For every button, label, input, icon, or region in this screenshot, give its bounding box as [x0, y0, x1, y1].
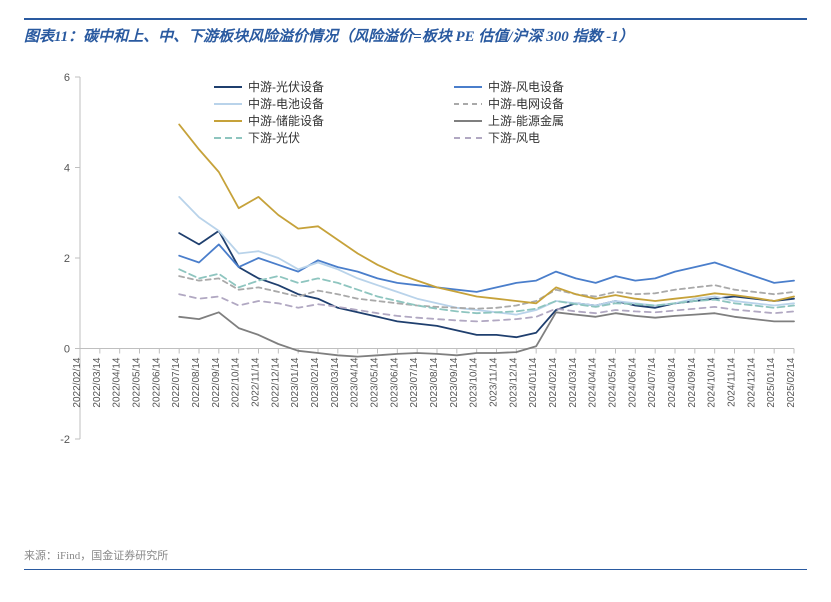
- title-row: 图表11：碳中和上、中、下游板块风险溢价情况（风险溢价=板块 PE 估值/沪深 …: [24, 18, 807, 49]
- svg-text:2022/09/14: 2022/09/14: [211, 357, 222, 407]
- svg-text:2024/02/14: 2024/02/14: [548, 357, 559, 407]
- line-chart: -2 0 2 4 6 2022/02/14 2022/03/14 2022/04/14 2022…: [24, 59, 804, 539]
- svg-text:2022/02/14: 2022/02/14: [72, 357, 83, 407]
- svg-text:2024/08/14: 2024/08/14: [667, 357, 678, 407]
- svg-text:2023/12/14: 2023/12/14: [508, 357, 519, 407]
- svg-text:中游-光伏设备: 中游-光伏设备: [248, 79, 324, 94]
- svg-text:2025/01/14: 2025/01/14: [766, 357, 777, 407]
- svg-text:上游-能源金属: 上游-能源金属: [488, 113, 564, 128]
- svg-text:2022/10/14: 2022/10/14: [231, 357, 242, 407]
- svg-text:2024/09/14: 2024/09/14: [687, 357, 698, 407]
- svg-text:中游-风电设备: 中游-风电设备: [488, 79, 564, 94]
- svg-text:2023/07/14: 2023/07/14: [409, 357, 420, 407]
- svg-text:下游-风电: 下游-风电: [488, 131, 540, 145]
- svg-text:2022/05/14: 2022/05/14: [132, 357, 143, 407]
- svg-text:2024/06/14: 2024/06/14: [627, 357, 638, 407]
- svg-text:2024/03/14: 2024/03/14: [568, 357, 579, 407]
- svg-text:2023/05/14: 2023/05/14: [370, 357, 381, 407]
- svg-text:2022/04/14: 2022/04/14: [112, 357, 123, 407]
- svg-text:2025/02/14: 2025/02/14: [786, 357, 797, 407]
- svg-text:中游-储能设备: 中游-储能设备: [248, 113, 324, 128]
- svg-text:2024/07/14: 2024/07/14: [647, 357, 658, 407]
- svg-text:2022/07/14: 2022/07/14: [171, 357, 182, 407]
- svg-text:2023/11/14: 2023/11/14: [489, 357, 500, 407]
- svg-text:2022/03/14: 2022/03/14: [92, 357, 103, 407]
- svg-text:下游-光伏: 下游-光伏: [248, 131, 300, 145]
- svg-text:6: 6: [64, 72, 70, 84]
- svg-text:中游-电网设备: 中游-电网设备: [488, 96, 564, 111]
- svg-text:2023/04/14: 2023/04/14: [350, 357, 361, 407]
- bottom-rule: [24, 569, 807, 570]
- svg-text:2: 2: [64, 253, 70, 265]
- svg-text:2022/08/14: 2022/08/14: [191, 357, 202, 407]
- svg-text:2023/03/14: 2023/03/14: [330, 357, 341, 407]
- svg-text:2024/05/14: 2024/05/14: [608, 357, 619, 407]
- svg-text:2023/06/14: 2023/06/14: [389, 357, 400, 407]
- svg-text:2022/11/14: 2022/11/14: [251, 357, 262, 407]
- chart-area: -2 0 2 4 6 2022/02/14 2022/03/14 2022/04/14 2022…: [24, 59, 804, 539]
- svg-text:2024/10/14: 2024/10/14: [707, 357, 718, 407]
- svg-text:2023/02/14: 2023/02/14: [310, 357, 321, 407]
- svg-text:中游-电池设备: 中游-电池设备: [248, 96, 324, 111]
- svg-text:2022/06/14: 2022/06/14: [151, 357, 162, 407]
- svg-text:2022/12/14: 2022/12/14: [270, 357, 281, 407]
- chart-title: 图表11：碳中和上、中、下游板块风险溢价情况（风险溢价=板块 PE 估值/沪深 …: [24, 26, 807, 49]
- svg-text:2023/08/14: 2023/08/14: [429, 357, 440, 407]
- svg-text:2024/04/14: 2024/04/14: [588, 357, 599, 407]
- svg-text:2024/12/14: 2024/12/14: [746, 357, 757, 407]
- svg-text:2023/01/14: 2023/01/14: [290, 357, 301, 407]
- svg-text:-2: -2: [60, 434, 70, 446]
- svg-text:4: 4: [64, 162, 70, 174]
- figure-container: 图表11：碳中和上、中、下游板块风险溢价情况（风险溢价=板块 PE 估值/沪深 …: [0, 0, 831, 602]
- svg-text:2024/11/14: 2024/11/14: [727, 357, 738, 407]
- svg-text:2023/09/14: 2023/09/14: [449, 357, 460, 407]
- chart-source: 来源：iFind，国金证券研究所: [24, 547, 807, 563]
- svg-text:0: 0: [64, 343, 70, 355]
- svg-text:2023/10/14: 2023/10/14: [469, 357, 480, 407]
- svg-text:2024/01/14: 2024/01/14: [528, 357, 539, 407]
